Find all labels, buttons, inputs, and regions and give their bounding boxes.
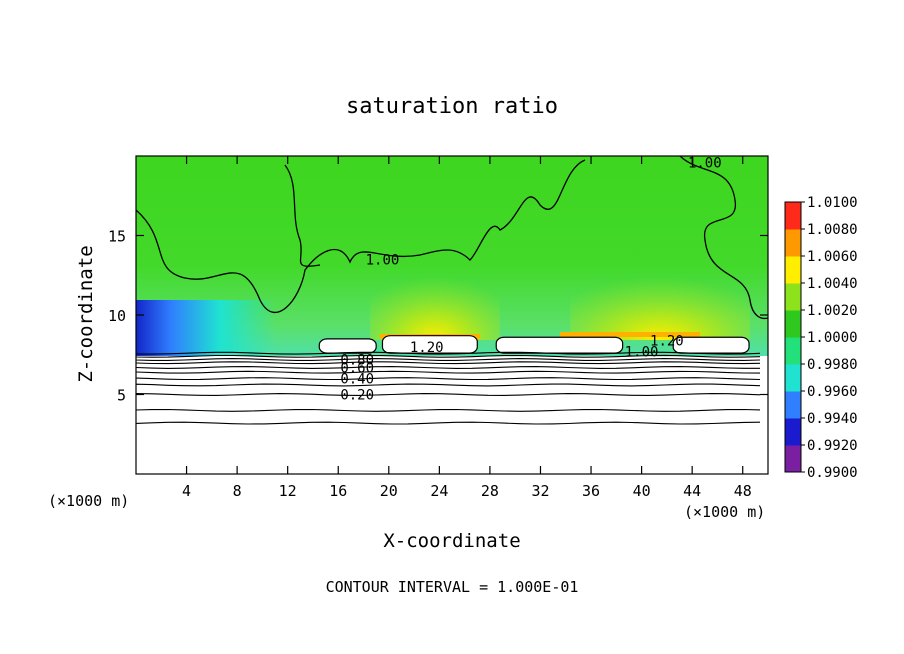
x-tick-label: 24	[430, 482, 448, 500]
colorbar-label: 1.0020	[807, 303, 858, 319]
dry-edge-left	[136, 300, 276, 358]
contour-label: 0.60	[340, 360, 374, 376]
contour-interval-footer: CONTOUR INTERVAL = 1.000E-01	[326, 578, 579, 596]
colorbar-segment	[785, 283, 801, 311]
chart-title: saturation ratio	[346, 94, 558, 119]
contour-label: 1.00	[625, 345, 659, 361]
y-tick-label: 15	[108, 228, 126, 246]
contour-labels: 0.200.400.600.801.001.001.20 1.201.00	[340, 155, 722, 404]
x-axis-ticks: 4 8 12 16 20 24 28 32 36 40 44 48	[182, 156, 752, 500]
colorbar-label: 1.0040	[807, 276, 858, 292]
x-tick-label: 32	[531, 482, 549, 500]
colorbar-segment	[785, 391, 801, 419]
contour-1.00-right	[679, 156, 768, 320]
cloud-region	[318, 338, 377, 354]
x-tick-label: 44	[683, 482, 701, 500]
contour-line	[136, 361, 761, 365]
contour-line	[136, 383, 761, 387]
y-tick-label: 10	[108, 307, 126, 325]
y-axis-ticks: 5 10 15	[108, 228, 768, 405]
contour-line	[136, 351, 761, 355]
colorbar-label: 1.0060	[807, 249, 858, 265]
x-tick-label: 36	[582, 482, 600, 500]
colorbar-label: 0.9980	[807, 357, 858, 373]
x-tick-label: 12	[279, 482, 297, 500]
colorbar-label: 1.0000	[807, 330, 858, 346]
cloud-regions	[318, 335, 750, 354]
colorbar-segment	[785, 202, 801, 230]
contour-label: 1.20	[650, 333, 684, 349]
heatmap-plot-area: 0.200.400.600.801.001.001.20 1.201.00	[136, 155, 768, 474]
contour-line	[136, 354, 761, 358]
x-tick-label: 40	[633, 482, 651, 500]
colorbar-label: 0.9940	[807, 411, 858, 427]
contour-lines	[136, 351, 761, 425]
x-tick-label: 8	[233, 482, 242, 500]
contour-label: 0.80	[340, 353, 374, 369]
contour-label: 0.40	[340, 372, 374, 388]
contour-line	[136, 377, 761, 381]
contour-label: 1.20	[410, 340, 444, 356]
colorbar-segment	[785, 418, 801, 446]
contour-line	[136, 421, 761, 425]
colorbar-label: 0.9920	[807, 438, 858, 454]
colorbar-label: 1.0100	[807, 195, 858, 211]
colorbar-label: 0.9960	[807, 384, 858, 400]
x-tick-label: 20	[380, 482, 398, 500]
contour-line	[136, 370, 761, 374]
contour-line	[136, 366, 760, 369]
cloud-region	[495, 336, 624, 354]
colorbar-label: 1.0080	[807, 222, 858, 238]
colorbar-segment	[785, 364, 801, 392]
colorbar-segment	[785, 310, 801, 338]
contour-line	[136, 393, 761, 396]
colorbar: 0.9900 0.9920 0.9940 0.9960 0.9980 1.0000 1.00…	[784, 195, 858, 481]
contour-line	[136, 408, 761, 412]
colorbar-segment	[785, 445, 801, 473]
colorbar-label: 0.9900	[807, 465, 858, 481]
subsaturated-white-region	[136, 356, 768, 474]
y-axis-label: Z-coordinate	[75, 245, 97, 382]
warm-region-right	[570, 250, 750, 340]
cloud-region	[672, 336, 750, 354]
x-tick-label: 16	[329, 482, 347, 500]
contour-label: 0.20	[340, 388, 374, 404]
y-tick-label: 5	[117, 387, 126, 405]
contour-line	[136, 358, 761, 361]
contour-1.00-upper	[136, 159, 586, 314]
colorbar-segment	[785, 229, 801, 257]
warm-region-left	[370, 250, 500, 340]
contour-label: 1.00	[688, 155, 722, 171]
contour-1.00-top	[284, 164, 321, 267]
contour-wiggles	[136, 156, 768, 320]
x-axis-label: X-coordinate	[383, 530, 520, 552]
x-unit-left: (×1000 m)	[48, 492, 129, 510]
x-tick-label: 28	[481, 482, 499, 500]
x-unit-right: (×1000 m)	[684, 503, 765, 521]
x-tick-label: 48	[734, 482, 752, 500]
cloud-region	[381, 335, 478, 354]
x-tick-label: 4	[182, 482, 191, 500]
contour-label: 1.00	[366, 252, 400, 268]
colorbar-segment	[785, 256, 801, 284]
colorbar-segment	[785, 337, 801, 365]
